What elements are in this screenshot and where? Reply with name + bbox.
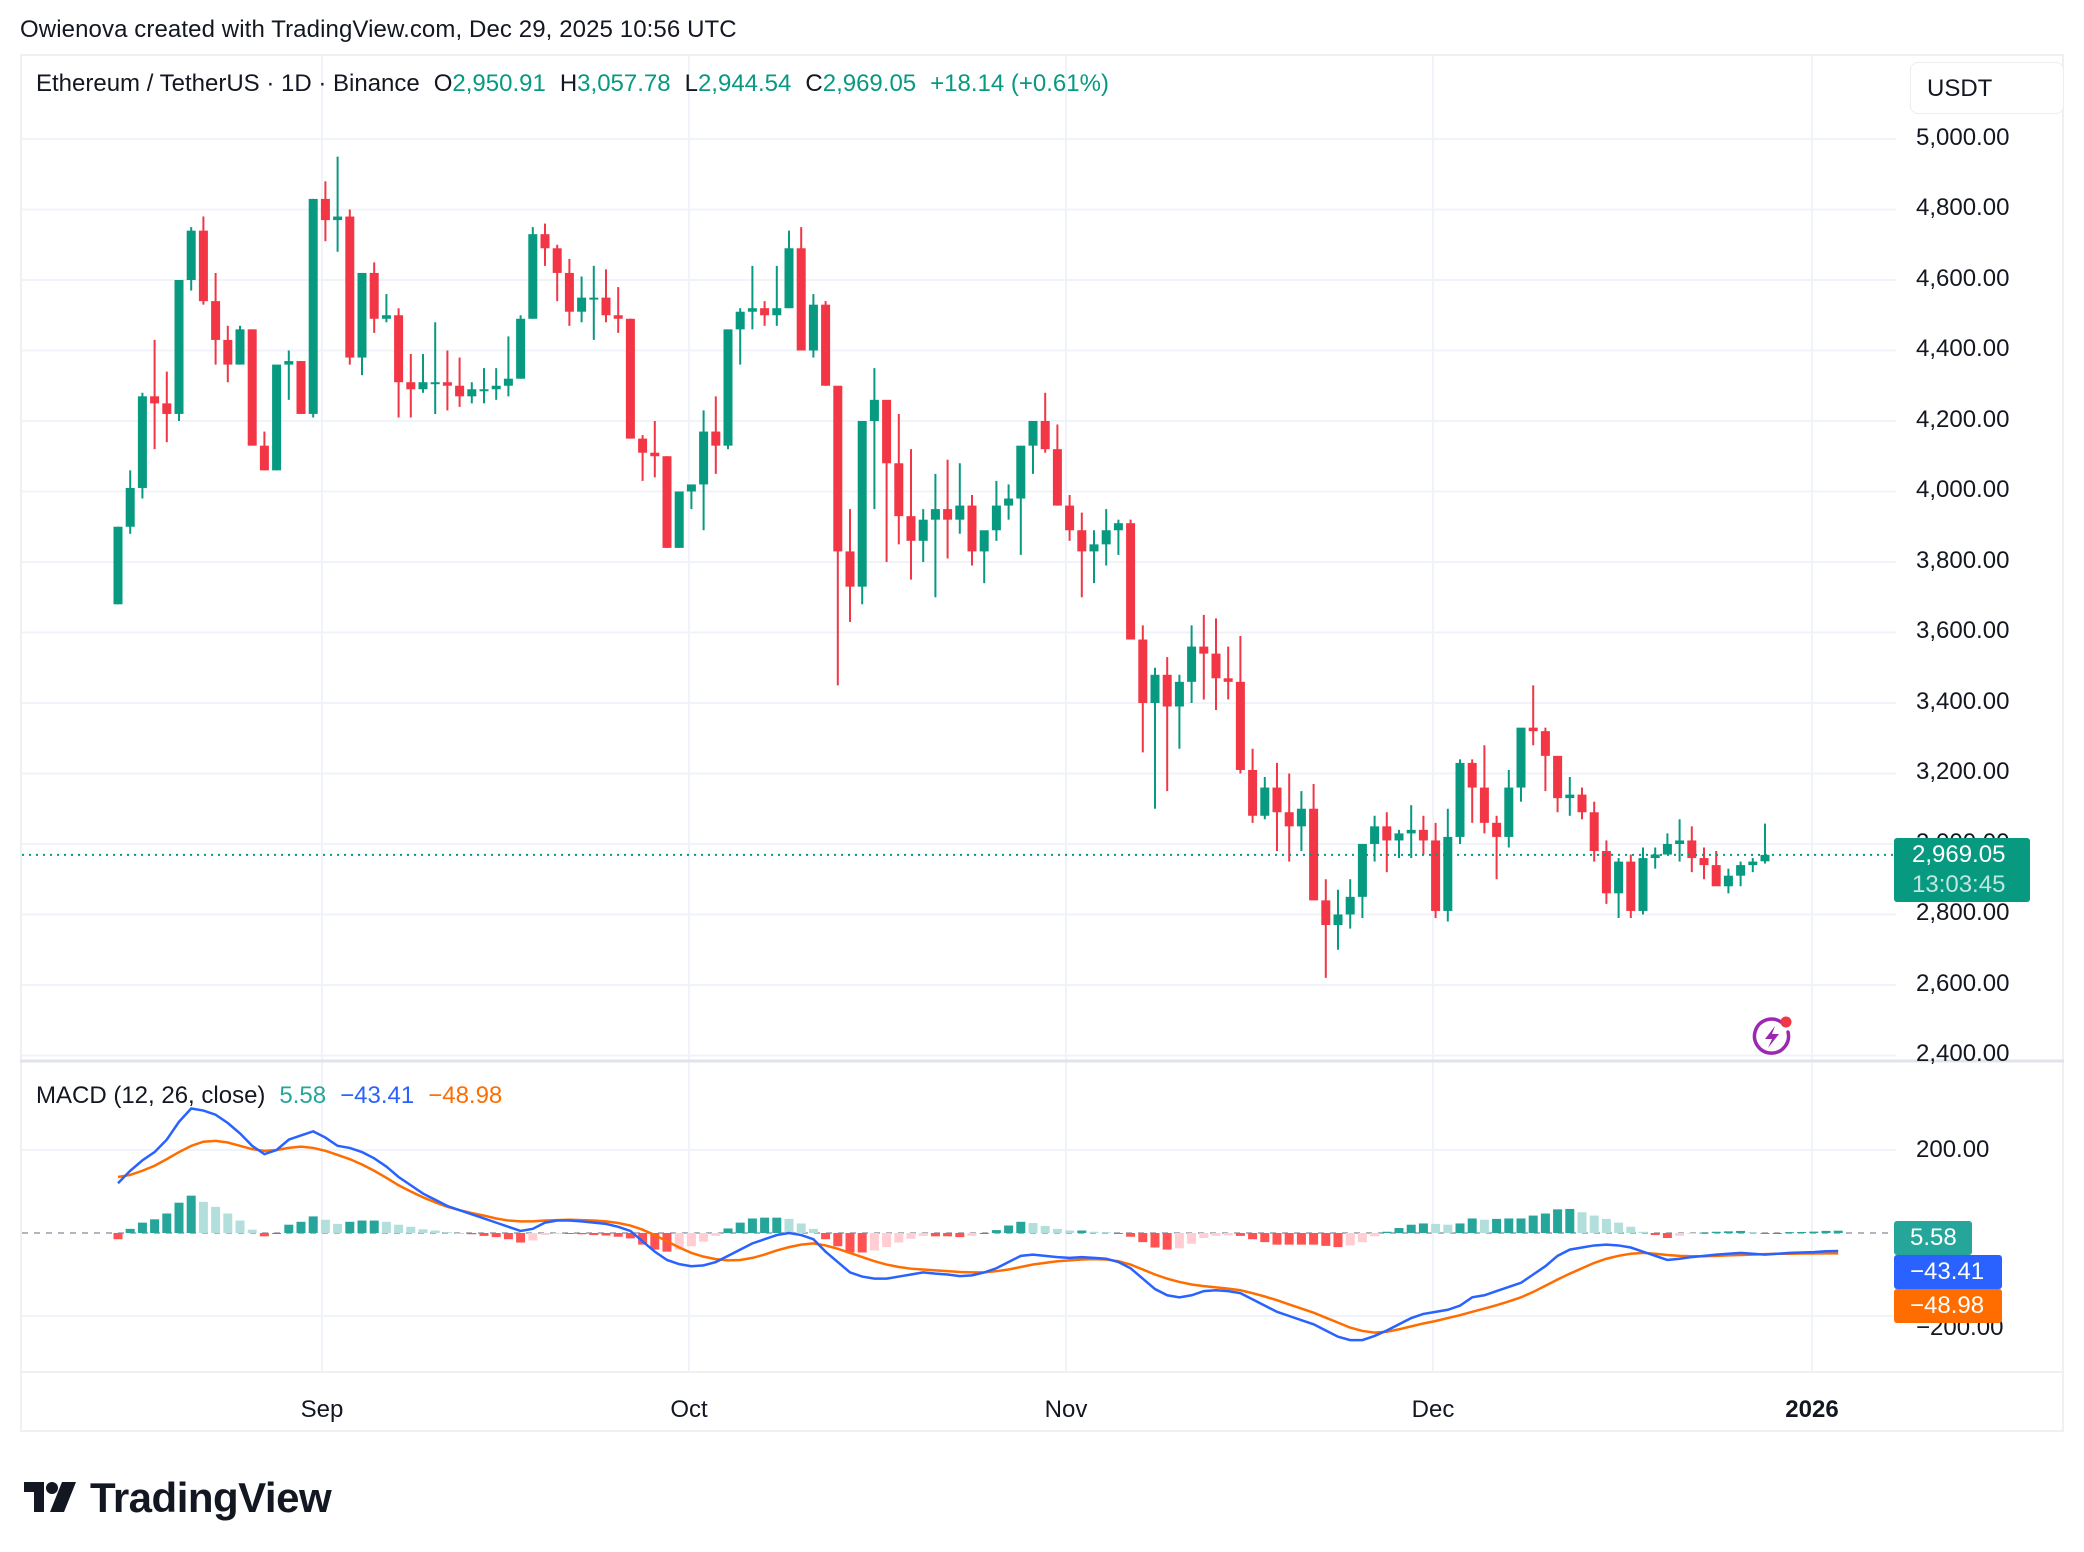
price-axis-tick: 3,800.00 — [1916, 546, 2010, 574]
high-value: 3,057.78 — [577, 70, 671, 97]
symbol-title[interactable]: Ethereum / TetherUS · 1D · Binance — [36, 70, 420, 97]
current-price-tag: 2,969.05 13:03:45 — [1894, 838, 2030, 902]
currency-button[interactable]: USDT — [1910, 62, 2064, 114]
price-axis-tick: 2,800.00 — [1916, 899, 2010, 927]
low-value: 2,944.54 — [697, 70, 792, 97]
symbol-legend: Ethereum / TetherUS · 1D · Binance O 2,95… — [36, 70, 1123, 98]
price-axis-tick: 2,600.00 — [1916, 969, 2010, 997]
time-label-dec: Dec — [1411, 1396, 1455, 1423]
time-label-oct: Oct — [670, 1396, 708, 1423]
close-label: C — [805, 70, 823, 97]
macd-signal-tag: −48.98 — [1894, 1289, 2002, 1323]
macd-histogram-value: 5.58 — [279, 1082, 327, 1109]
price-axis-tick: 5,000.00 — [1916, 124, 2010, 151]
low-label: L — [684, 70, 698, 97]
lightning-alert-icon[interactable] — [1748, 1012, 1796, 1060]
macd-line-tag: −43.41 — [1894, 1255, 2002, 1289]
macd-legend: MACD (12, 26, close) 5.58 −43.41 −48.98 — [36, 1082, 516, 1110]
macd-title[interactable]: MACD (12, 26, close) — [36, 1082, 266, 1109]
price-axis-tick: 3,200.00 — [1916, 758, 2010, 786]
price-axis-tick: 4,200.00 — [1916, 405, 2010, 433]
price-axis-tick: 4,800.00 — [1916, 194, 2010, 222]
price-axis-tick: 3,400.00 — [1916, 687, 2010, 715]
tradingview-logo-icon — [24, 1482, 76, 1512]
open-value: 2,950.91 — [452, 70, 546, 97]
price-axis-tick: 2,400.00 — [1916, 1040, 2010, 1068]
tradingview-wordmark: TradingView — [90, 1474, 332, 1521]
macd-axis-tick-200: 200.00 — [1916, 1136, 1990, 1163]
chart-credit: Owienova created with TradingView.com, D… — [20, 16, 737, 43]
macd-histogram-tag: 5.58 — [1894, 1221, 1972, 1255]
macd-line-value: −43.41 — [340, 1082, 415, 1109]
price-axis-tick: 3,600.00 — [1916, 617, 2010, 645]
change-value: +18.14 (+0.61%) — [930, 70, 1109, 97]
time-label-nov: Nov — [1044, 1396, 1088, 1423]
time-label-sep: Sep — [300, 1396, 344, 1423]
bar-countdown: 13:03:45 — [1912, 871, 2006, 898]
price-axis-tick: 4,600.00 — [1916, 264, 2010, 292]
time-label-2026: 2026 — [1785, 1396, 1839, 1423]
high-label: H — [559, 70, 578, 97]
tradingview-logo[interactable]: TradingView — [24, 1474, 332, 1522]
open-label: O — [433, 70, 453, 97]
close-value: 2,969.05 — [822, 70, 917, 97]
price-axis-tick: 4,400.00 — [1916, 335, 2010, 363]
price-axis-tick: 4,000.00 — [1916, 476, 2010, 504]
macd-signal-value: −48.98 — [428, 1082, 503, 1109]
current-price: 2,969.05 — [1912, 841, 2006, 868]
